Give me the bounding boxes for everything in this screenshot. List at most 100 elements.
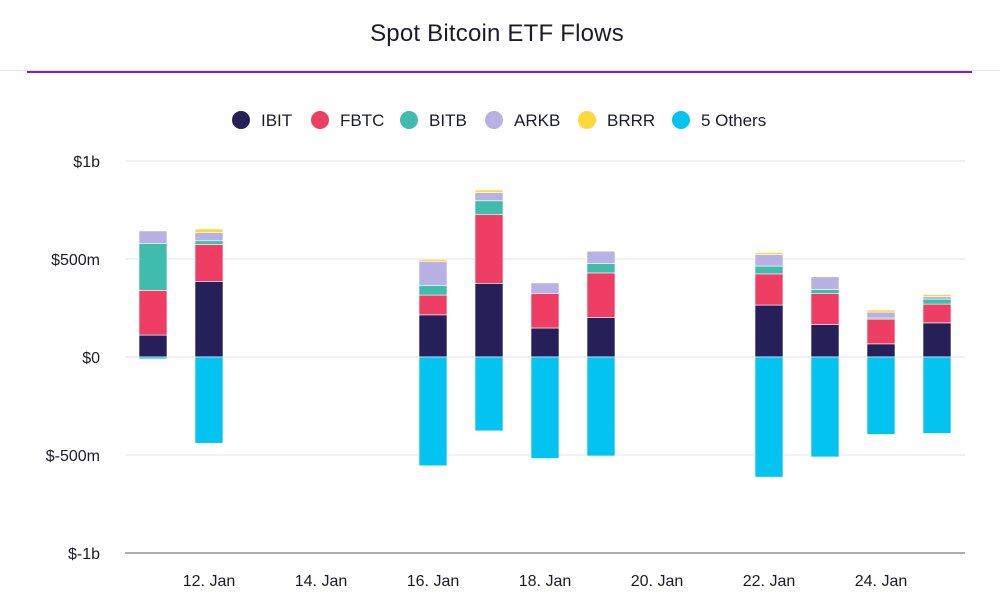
bar-stack — [138, 230, 168, 360]
bar-segment-bitb[interactable] — [754, 265, 784, 275]
bar-segment-ibit[interactable] — [810, 324, 840, 358]
y-tick-label: $0 — [82, 350, 100, 367]
bar-segment-arkb[interactable] — [922, 296, 952, 300]
bar-stack — [810, 276, 840, 458]
legend-item[interactable]: 5 Others — [672, 111, 766, 130]
legend-label: ARKB — [514, 111, 560, 130]
bar-segment-ibit[interactable] — [530, 327, 560, 358]
bar-segment-arkb[interactable] — [754, 254, 784, 267]
legend-swatch — [232, 111, 250, 129]
y-tick-label: $1b — [73, 154, 100, 171]
bar-segment-brrr[interactable] — [194, 228, 224, 233]
legend-swatch — [485, 111, 503, 129]
bar-stack — [754, 252, 784, 478]
bar-segment-bitb[interactable] — [922, 298, 952, 305]
bar-stack — [922, 294, 952, 434]
bar-segment-5-others[interactable] — [530, 356, 560, 459]
bar-segment-5-others[interactable] — [810, 356, 840, 458]
bar-segment-5-others[interactable] — [586, 356, 616, 457]
bar-segment-fbtc[interactable] — [754, 273, 784, 306]
bar-stack — [586, 250, 616, 457]
x-tick-label: 24. Jan — [855, 573, 907, 590]
legend-swatch — [672, 111, 690, 129]
legend-swatch — [400, 111, 418, 129]
bar-segment-5-others[interactable] — [754, 356, 784, 478]
bar-segment-5-others[interactable] — [194, 356, 224, 444]
bar-segment-fbtc[interactable] — [810, 293, 840, 325]
bar-segment-brrr[interactable] — [754, 252, 784, 255]
legend-label: BITB — [429, 111, 467, 130]
bar-segment-ibit[interactable] — [474, 283, 504, 358]
legend-item[interactable]: ARKB — [485, 111, 560, 130]
bar-segment-arkb[interactable] — [866, 311, 896, 319]
bar-segment-arkb[interactable] — [530, 282, 560, 294]
bar-segment-fbtc[interactable] — [866, 318, 896, 345]
bar-segment-brrr[interactable] — [922, 294, 952, 297]
bar-segment-bitb[interactable] — [418, 285, 448, 296]
bar-segment-arkb[interactable] — [418, 261, 448, 286]
y-tick-label: $-500m — [46, 448, 100, 465]
x-tick-label: 12. Jan — [183, 573, 235, 590]
bar-segment-arkb[interactable] — [474, 192, 504, 202]
legend-item[interactable]: BRRR — [578, 111, 655, 130]
x-tick-label: 22. Jan — [743, 573, 795, 590]
bar-segment-fbtc[interactable] — [194, 244, 224, 282]
x-tick-label: 16. Jan — [407, 573, 459, 590]
bar-stack — [530, 282, 560, 459]
x-tick-label: 20. Jan — [631, 573, 683, 590]
bar-segment-arkb[interactable] — [138, 230, 168, 245]
bar-segment-arkb[interactable] — [194, 232, 224, 242]
legend-item[interactable]: BITB — [400, 111, 467, 130]
bar-segment-ibit[interactable] — [138, 334, 168, 358]
bar-segment-fbtc[interactable] — [474, 214, 504, 284]
bar-segment-brrr[interactable] — [866, 309, 896, 313]
bar-segment-fbtc[interactable] — [418, 294, 448, 316]
bar-segment-arkb[interactable] — [810, 276, 840, 290]
bar-segment-fbtc[interactable] — [530, 293, 560, 329]
legend-item[interactable]: IBIT — [232, 111, 292, 130]
bar-segment-5-others[interactable] — [866, 356, 896, 435]
title-divider — [0, 70, 1000, 71]
y-tick-label: $500m — [51, 252, 100, 269]
bar-stack — [194, 228, 224, 444]
bar-segment-5-others[interactable] — [418, 356, 448, 467]
bar-segment-5-others[interactable] — [474, 356, 504, 432]
bar-segment-bitb[interactable] — [474, 200, 504, 216]
x-axis: 12. Jan 14. Jan 16. Jan 18. Jan 20. Jan 22. J… — [183, 573, 907, 590]
bar-segment-arkb[interactable] — [586, 250, 616, 264]
legend-label: IBIT — [261, 111, 292, 130]
bar-segment-5-others[interactable] — [138, 356, 168, 360]
title-accent-line — [27, 71, 972, 73]
bar-stack — [418, 259, 448, 467]
bar-segment-brrr[interactable] — [474, 189, 504, 193]
legend-item[interactable]: FBTC — [311, 111, 384, 130]
bar-segment-fbtc[interactable] — [138, 290, 168, 336]
legend: IBIT FBTC BITB ARKB BRRR 5 Others — [232, 111, 766, 130]
bar-stack — [474, 189, 504, 432]
legend-label: 5 Others — [701, 111, 766, 130]
chart-title: Spot Bitcoin ETF Flows — [370, 20, 624, 47]
bar-segment-bitb[interactable] — [138, 243, 168, 291]
bar-segment-ibit[interactable] — [418, 314, 448, 358]
legend-label: BRRR — [607, 111, 655, 130]
bar-segment-brrr[interactable] — [418, 259, 448, 262]
bar-stack — [866, 309, 896, 435]
bar-segment-ibit[interactable] — [754, 304, 784, 358]
bar-segment-ibit[interactable] — [586, 317, 616, 358]
bar-segment-bitb[interactable] — [586, 263, 616, 274]
legend-swatch — [578, 111, 596, 129]
legend-swatch — [311, 111, 329, 129]
chart-header: Spot Bitcoin ETF Flows — [0, 0, 1000, 73]
bar-segment-ibit[interactable] — [922, 322, 952, 358]
bar-segment-fbtc[interactable] — [922, 303, 952, 324]
bar-segment-ibit[interactable] — [866, 343, 896, 358]
x-tick-label: 18. Jan — [519, 573, 571, 590]
bar-segment-fbtc[interactable] — [586, 272, 616, 318]
y-tick-label: $-1b — [68, 546, 100, 563]
bar-stacks — [138, 189, 952, 478]
bar-segment-bitb[interactable] — [194, 240, 224, 245]
bar-segment-bitb[interactable] — [810, 289, 840, 294]
bar-segment-ibit[interactable] — [194, 281, 224, 358]
bar-segment-5-others[interactable] — [922, 356, 952, 434]
